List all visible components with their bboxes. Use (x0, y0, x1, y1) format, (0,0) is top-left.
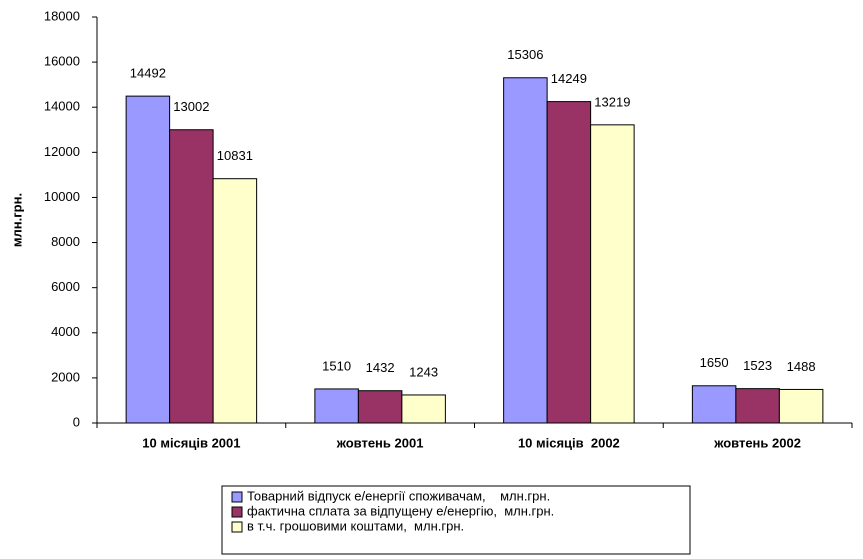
y-tick-label: 0 (73, 414, 80, 429)
data-label: 13219 (594, 94, 630, 109)
y-tick-label: 18000 (44, 8, 80, 23)
bar (590, 124, 635, 424)
bar (357, 390, 403, 424)
data-label: 15306 (507, 47, 543, 62)
data-label: 1523 (743, 358, 772, 373)
x-tick-label: жовтень 2002 (713, 435, 801, 450)
data-label: 1510 (322, 358, 351, 373)
data-label: 13002 (173, 99, 209, 114)
data-label: 1488 (787, 359, 816, 374)
data-label: 1432 (366, 360, 395, 375)
data-label: 10831 (217, 148, 253, 163)
y-tick-label: 8000 (51, 234, 80, 249)
legend-swatch (231, 506, 243, 518)
legend-label: фактична сплата за відпущену е/енергію, … (247, 503, 554, 518)
bar (503, 77, 548, 424)
x-tick-label: 10 місяців 2001 (142, 435, 240, 450)
legend-label: в т.ч. грошовими коштами, млн.грн. (247, 518, 464, 533)
bar (735, 388, 780, 424)
y-axis-label: млн.грн. (9, 193, 24, 247)
x-tick-label: 10 місяців 2002 (518, 435, 620, 450)
legend-box (221, 485, 691, 555)
y-tick-label: 10000 (44, 189, 80, 204)
data-label: 14492 (130, 66, 166, 81)
legend-swatch (231, 521, 243, 533)
bar (314, 388, 359, 424)
y-tick-label: 12000 (44, 144, 80, 159)
legend-label: Товарний відпуск е/енергії споживачам, м… (247, 488, 550, 503)
bar (691, 385, 737, 424)
y-tick-label: 4000 (51, 324, 80, 339)
data-label: 1650 (700, 355, 729, 370)
y-tick-label: 6000 (51, 279, 80, 294)
y-tick-label: 14000 (44, 99, 80, 114)
y-tick-label: 2000 (51, 369, 80, 384)
bar (401, 394, 446, 424)
x-tick-label: жовтень 2001 (336, 435, 424, 450)
data-label: 1243 (409, 364, 438, 379)
legend-swatch (231, 491, 243, 503)
bar (212, 178, 258, 424)
bar (169, 129, 214, 424)
bar (125, 95, 171, 424)
data-label: 14249 (551, 71, 587, 86)
bar (778, 388, 824, 424)
bar (546, 101, 592, 424)
y-tick-label: 16000 (44, 54, 80, 69)
